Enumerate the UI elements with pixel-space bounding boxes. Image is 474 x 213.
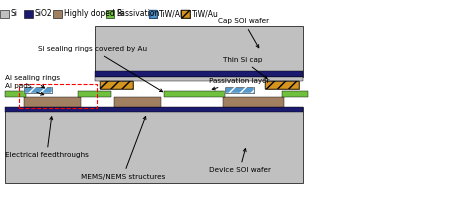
- FancyBboxPatch shape: [95, 71, 303, 77]
- FancyBboxPatch shape: [225, 87, 254, 93]
- Text: Si: Si: [10, 9, 18, 18]
- FancyBboxPatch shape: [5, 106, 303, 112]
- Bar: [19, 84, 97, 108]
- FancyBboxPatch shape: [5, 106, 303, 183]
- Text: TiW/Au: TiW/Au: [191, 9, 219, 18]
- Text: Al pads: Al pads: [5, 83, 44, 95]
- FancyBboxPatch shape: [24, 10, 33, 18]
- FancyBboxPatch shape: [106, 10, 114, 18]
- FancyBboxPatch shape: [53, 10, 62, 18]
- Text: Device SOI wafer: Device SOI wafer: [209, 149, 271, 173]
- FancyBboxPatch shape: [114, 97, 161, 106]
- FancyBboxPatch shape: [0, 10, 9, 18]
- FancyBboxPatch shape: [181, 10, 190, 18]
- Text: Thin Si cap: Thin Si cap: [223, 57, 267, 79]
- Text: Passivation: Passivation: [116, 9, 160, 18]
- FancyBboxPatch shape: [100, 81, 133, 89]
- Text: Al sealing rings: Al sealing rings: [5, 75, 60, 88]
- FancyBboxPatch shape: [24, 87, 52, 93]
- FancyBboxPatch shape: [95, 26, 303, 77]
- Text: Passivation layer: Passivation layer: [209, 78, 269, 90]
- FancyBboxPatch shape: [223, 97, 284, 106]
- FancyBboxPatch shape: [265, 81, 299, 89]
- Text: SiO2: SiO2: [35, 9, 52, 18]
- Text: MEMS/NEMS structures: MEMS/NEMS structures: [81, 117, 165, 180]
- FancyBboxPatch shape: [164, 91, 225, 97]
- FancyBboxPatch shape: [282, 91, 308, 97]
- FancyBboxPatch shape: [5, 91, 26, 97]
- FancyBboxPatch shape: [149, 10, 157, 18]
- Text: TiW/Al: TiW/Al: [159, 9, 183, 18]
- FancyBboxPatch shape: [78, 91, 111, 97]
- Text: Si sealing rings covered by Au: Si sealing rings covered by Au: [38, 46, 163, 92]
- Text: Highly doped Si: Highly doped Si: [64, 9, 124, 18]
- FancyBboxPatch shape: [95, 77, 303, 81]
- Text: Cap SOI wafer: Cap SOI wafer: [218, 18, 269, 48]
- Text: Electrical feedthroughs: Electrical feedthroughs: [5, 117, 89, 158]
- FancyBboxPatch shape: [24, 97, 81, 106]
